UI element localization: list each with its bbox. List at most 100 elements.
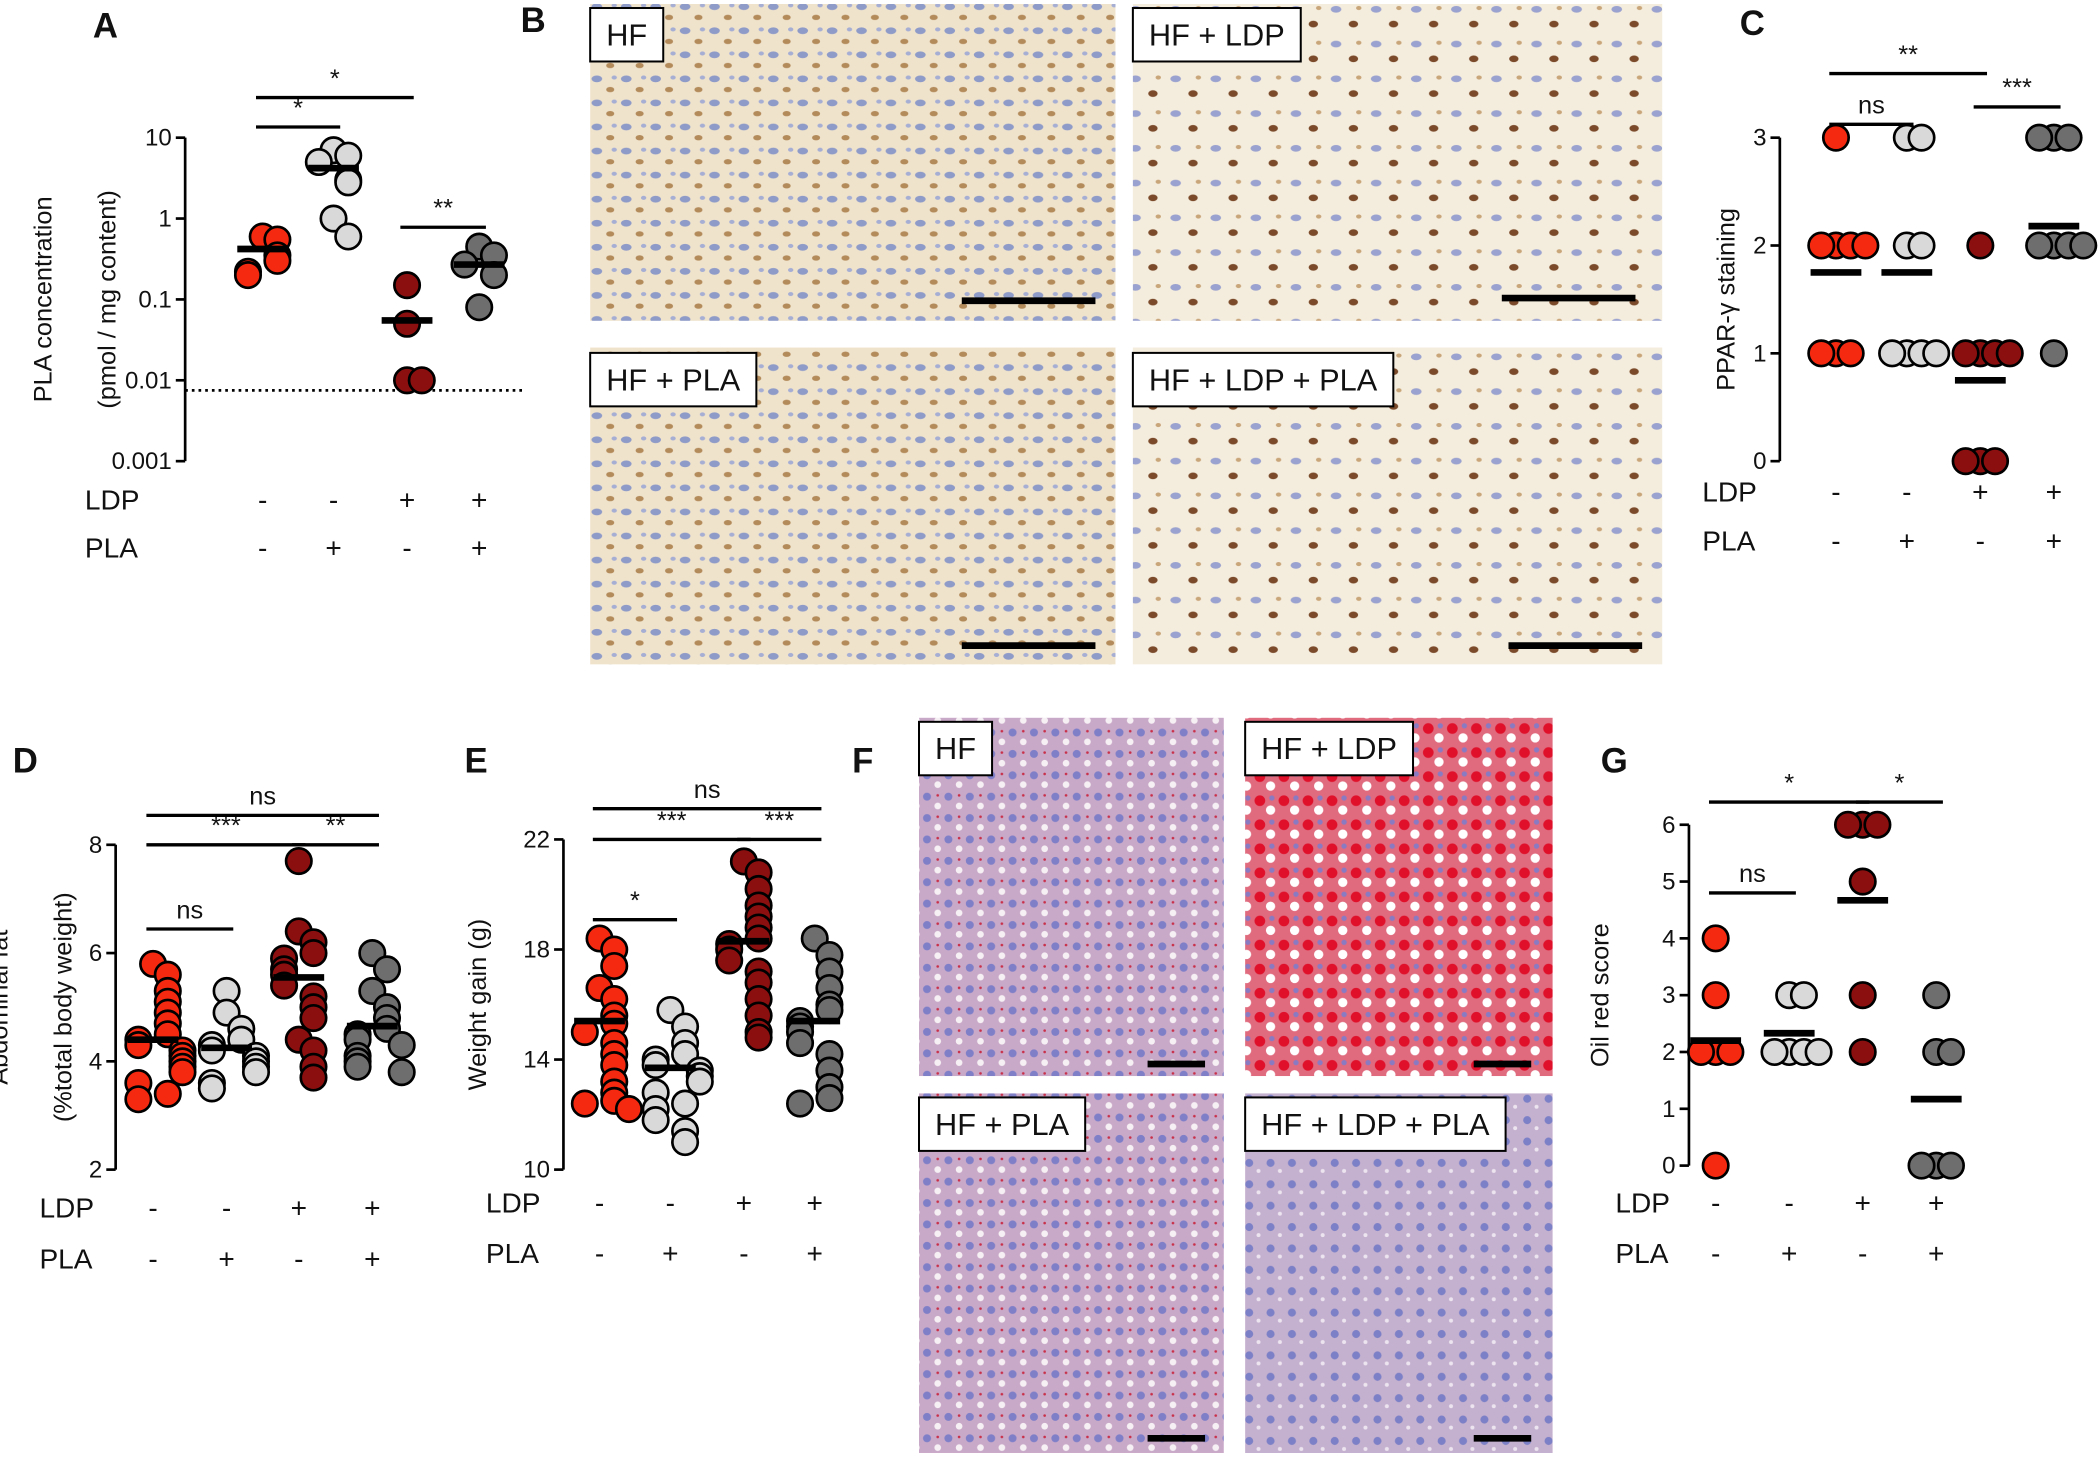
dot	[1863, 810, 1892, 839]
dot	[1807, 231, 1836, 260]
row-sign: +	[325, 532, 341, 563]
dot	[1966, 231, 1995, 260]
dot	[407, 366, 436, 395]
dot	[1951, 339, 1980, 368]
dot	[1701, 1151, 1730, 1180]
label-box	[1131, 351, 1395, 408]
row-sign: -	[148, 1244, 157, 1275]
dot	[393, 309, 422, 338]
significance-label: ***	[765, 807, 795, 835]
dot	[641, 1106, 670, 1135]
significance-label: **	[326, 812, 346, 840]
row-sign: -	[1902, 476, 1911, 507]
row-sign: +	[399, 484, 415, 515]
dot	[393, 271, 422, 300]
dot	[1848, 1037, 1877, 1067]
row-sign: +	[662, 1238, 678, 1269]
dot	[2025, 123, 2054, 152]
y-tick-label: 2	[1753, 233, 1766, 260]
micrograph	[919, 717, 1224, 1077]
dot	[1833, 810, 1863, 839]
dot	[299, 1063, 328, 1092]
image-label: HF + PLA	[935, 1107, 1070, 1142]
row-sign: +	[1928, 1187, 1944, 1218]
dot	[1804, 1037, 1833, 1067]
image-label: HF + LDP	[1149, 17, 1285, 52]
row-sign: -	[1711, 1187, 1720, 1218]
label-box	[589, 7, 665, 63]
y-tick-label: 6	[89, 940, 102, 967]
significance-label: ns	[1739, 860, 1766, 888]
image-label: HF + LDP + PLA	[1149, 362, 1378, 397]
row-sign: -	[148, 1193, 157, 1224]
y-tick-label: 4	[89, 1048, 102, 1075]
dot	[1907, 1151, 1936, 1180]
row-sign: -	[329, 484, 338, 515]
y-tick-label: 0.001	[112, 448, 172, 475]
dot	[1760, 1037, 1789, 1067]
row-sign: +	[2046, 476, 2062, 507]
y-tick-label: 0.01	[125, 367, 172, 394]
significance-label: **	[433, 195, 453, 223]
dot	[387, 1058, 416, 1087]
y-axis-label: PPAR-γ staining	[1712, 208, 1740, 391]
dot	[1951, 447, 1980, 476]
significance-label: *	[293, 94, 303, 122]
label-box	[1244, 720, 1415, 777]
dot	[168, 1058, 197, 1087]
dot	[1907, 123, 1936, 152]
row-sign: +	[1781, 1238, 1797, 1269]
micrograph	[590, 4, 1116, 321]
row-sign: -	[1711, 1238, 1720, 1269]
dot	[1789, 981, 1818, 1010]
dot	[124, 1031, 153, 1060]
row-label: LDP	[1615, 1187, 1670, 1218]
label-box	[918, 720, 994, 777]
image-label: HF + LDP + PLA	[1261, 1107, 1490, 1142]
row-sign: -	[258, 532, 267, 563]
dot	[671, 1089, 700, 1118]
dot	[2025, 231, 2054, 260]
row-sign: +	[291, 1193, 307, 1224]
y-tick-label: 8	[89, 832, 102, 859]
dot	[2069, 231, 2098, 260]
panel-letter: E	[465, 743, 488, 781]
row-sign: -	[595, 1187, 604, 1218]
row-sign: -	[1976, 526, 1985, 557]
significance-label: *	[630, 887, 640, 915]
row-sign: +	[364, 1193, 380, 1224]
y-axis-label: (pmol / mg content)	[94, 190, 122, 409]
row-sign: -	[1858, 1238, 1867, 1269]
dot	[343, 1052, 372, 1081]
dot	[1936, 1037, 1965, 1067]
dot	[387, 1031, 416, 1060]
y-tick-label: 0	[1753, 448, 1766, 475]
dot	[1807, 339, 1836, 368]
row-sign: -	[222, 1193, 231, 1224]
label-box	[1131, 7, 1302, 63]
dot	[1848, 867, 1877, 896]
label-box	[918, 1096, 1087, 1152]
y-axis-label: (%total body weight)	[50, 892, 78, 1122]
y-tick-label: 2	[1662, 1039, 1675, 1066]
dot	[153, 1079, 182, 1108]
row-sign: +	[1928, 1238, 1944, 1269]
row-label: PLA	[39, 1244, 92, 1275]
row-label: LDP	[1702, 476, 1757, 507]
dot	[815, 1084, 844, 1113]
row-sign: +	[364, 1244, 380, 1275]
y-tick-label: 18	[523, 937, 550, 964]
panel-letter: C	[1740, 5, 1765, 43]
row-sign: +	[807, 1238, 823, 1269]
row-sign: +	[736, 1187, 752, 1218]
image-label: HF + PLA	[606, 362, 741, 397]
significance-label: *	[1895, 769, 1905, 797]
significance-label: ns	[694, 776, 721, 804]
dot	[372, 955, 402, 984]
y-tick-label: 0	[1662, 1153, 1675, 1180]
dot	[124, 1085, 153, 1114]
row-label: PLA	[85, 532, 138, 563]
y-tick-label: 0.1	[138, 286, 171, 313]
y-tick-label: 2	[89, 1157, 102, 1184]
